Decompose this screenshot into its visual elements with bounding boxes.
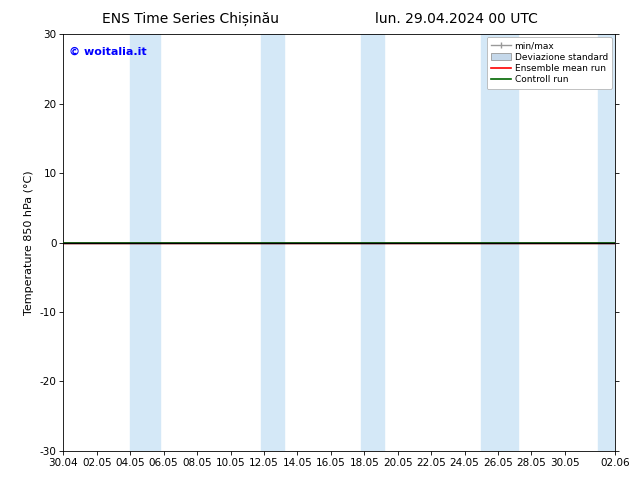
Y-axis label: Temperature 850 hPa (°C): Temperature 850 hPa (°C) — [24, 170, 34, 315]
Text: © woitalia.it: © woitalia.it — [69, 47, 146, 57]
Bar — [598, 34, 615, 451]
Text: lun. 29.04.2024 00 UTC: lun. 29.04.2024 00 UTC — [375, 12, 538, 26]
Legend: min/max, Deviazione standard, Ensemble mean run, Controll run: min/max, Deviazione standard, Ensemble m… — [486, 37, 612, 89]
Bar — [130, 34, 160, 451]
Bar — [261, 34, 284, 451]
Text: ENS Time Series Chișinău: ENS Time Series Chișinău — [101, 12, 279, 26]
Bar — [481, 34, 518, 451]
Bar — [361, 34, 384, 451]
